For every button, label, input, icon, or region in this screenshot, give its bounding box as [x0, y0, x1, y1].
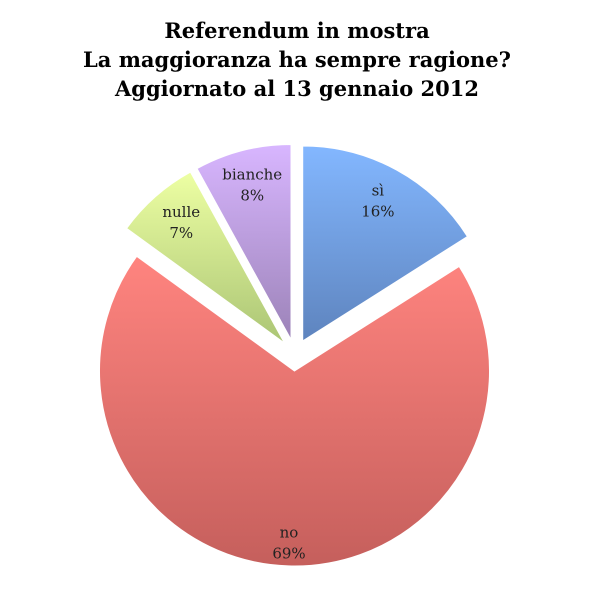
pie-slice	[99, 255, 490, 567]
slice-value-label: 16%	[361, 202, 394, 220]
chart-title: Aggiornato al 13 gennaio 2012	[114, 76, 479, 101]
chart-title: Referendum in mostra	[164, 18, 430, 43]
slice-value-label: 7%	[169, 224, 193, 242]
slice-value-label: 8%	[240, 186, 264, 204]
pie-slice	[125, 171, 285, 344]
chart-title: La maggioranza ha sempre ragione?	[83, 47, 511, 72]
pie-slice	[302, 145, 469, 342]
slice-label: bianche	[222, 165, 282, 183]
slice-label: sì	[372, 181, 385, 199]
pie-slice	[196, 144, 292, 340]
slice-value-label: 69%	[272, 544, 305, 562]
slice-label: no	[280, 523, 299, 541]
slice-label: nulle	[162, 203, 200, 221]
